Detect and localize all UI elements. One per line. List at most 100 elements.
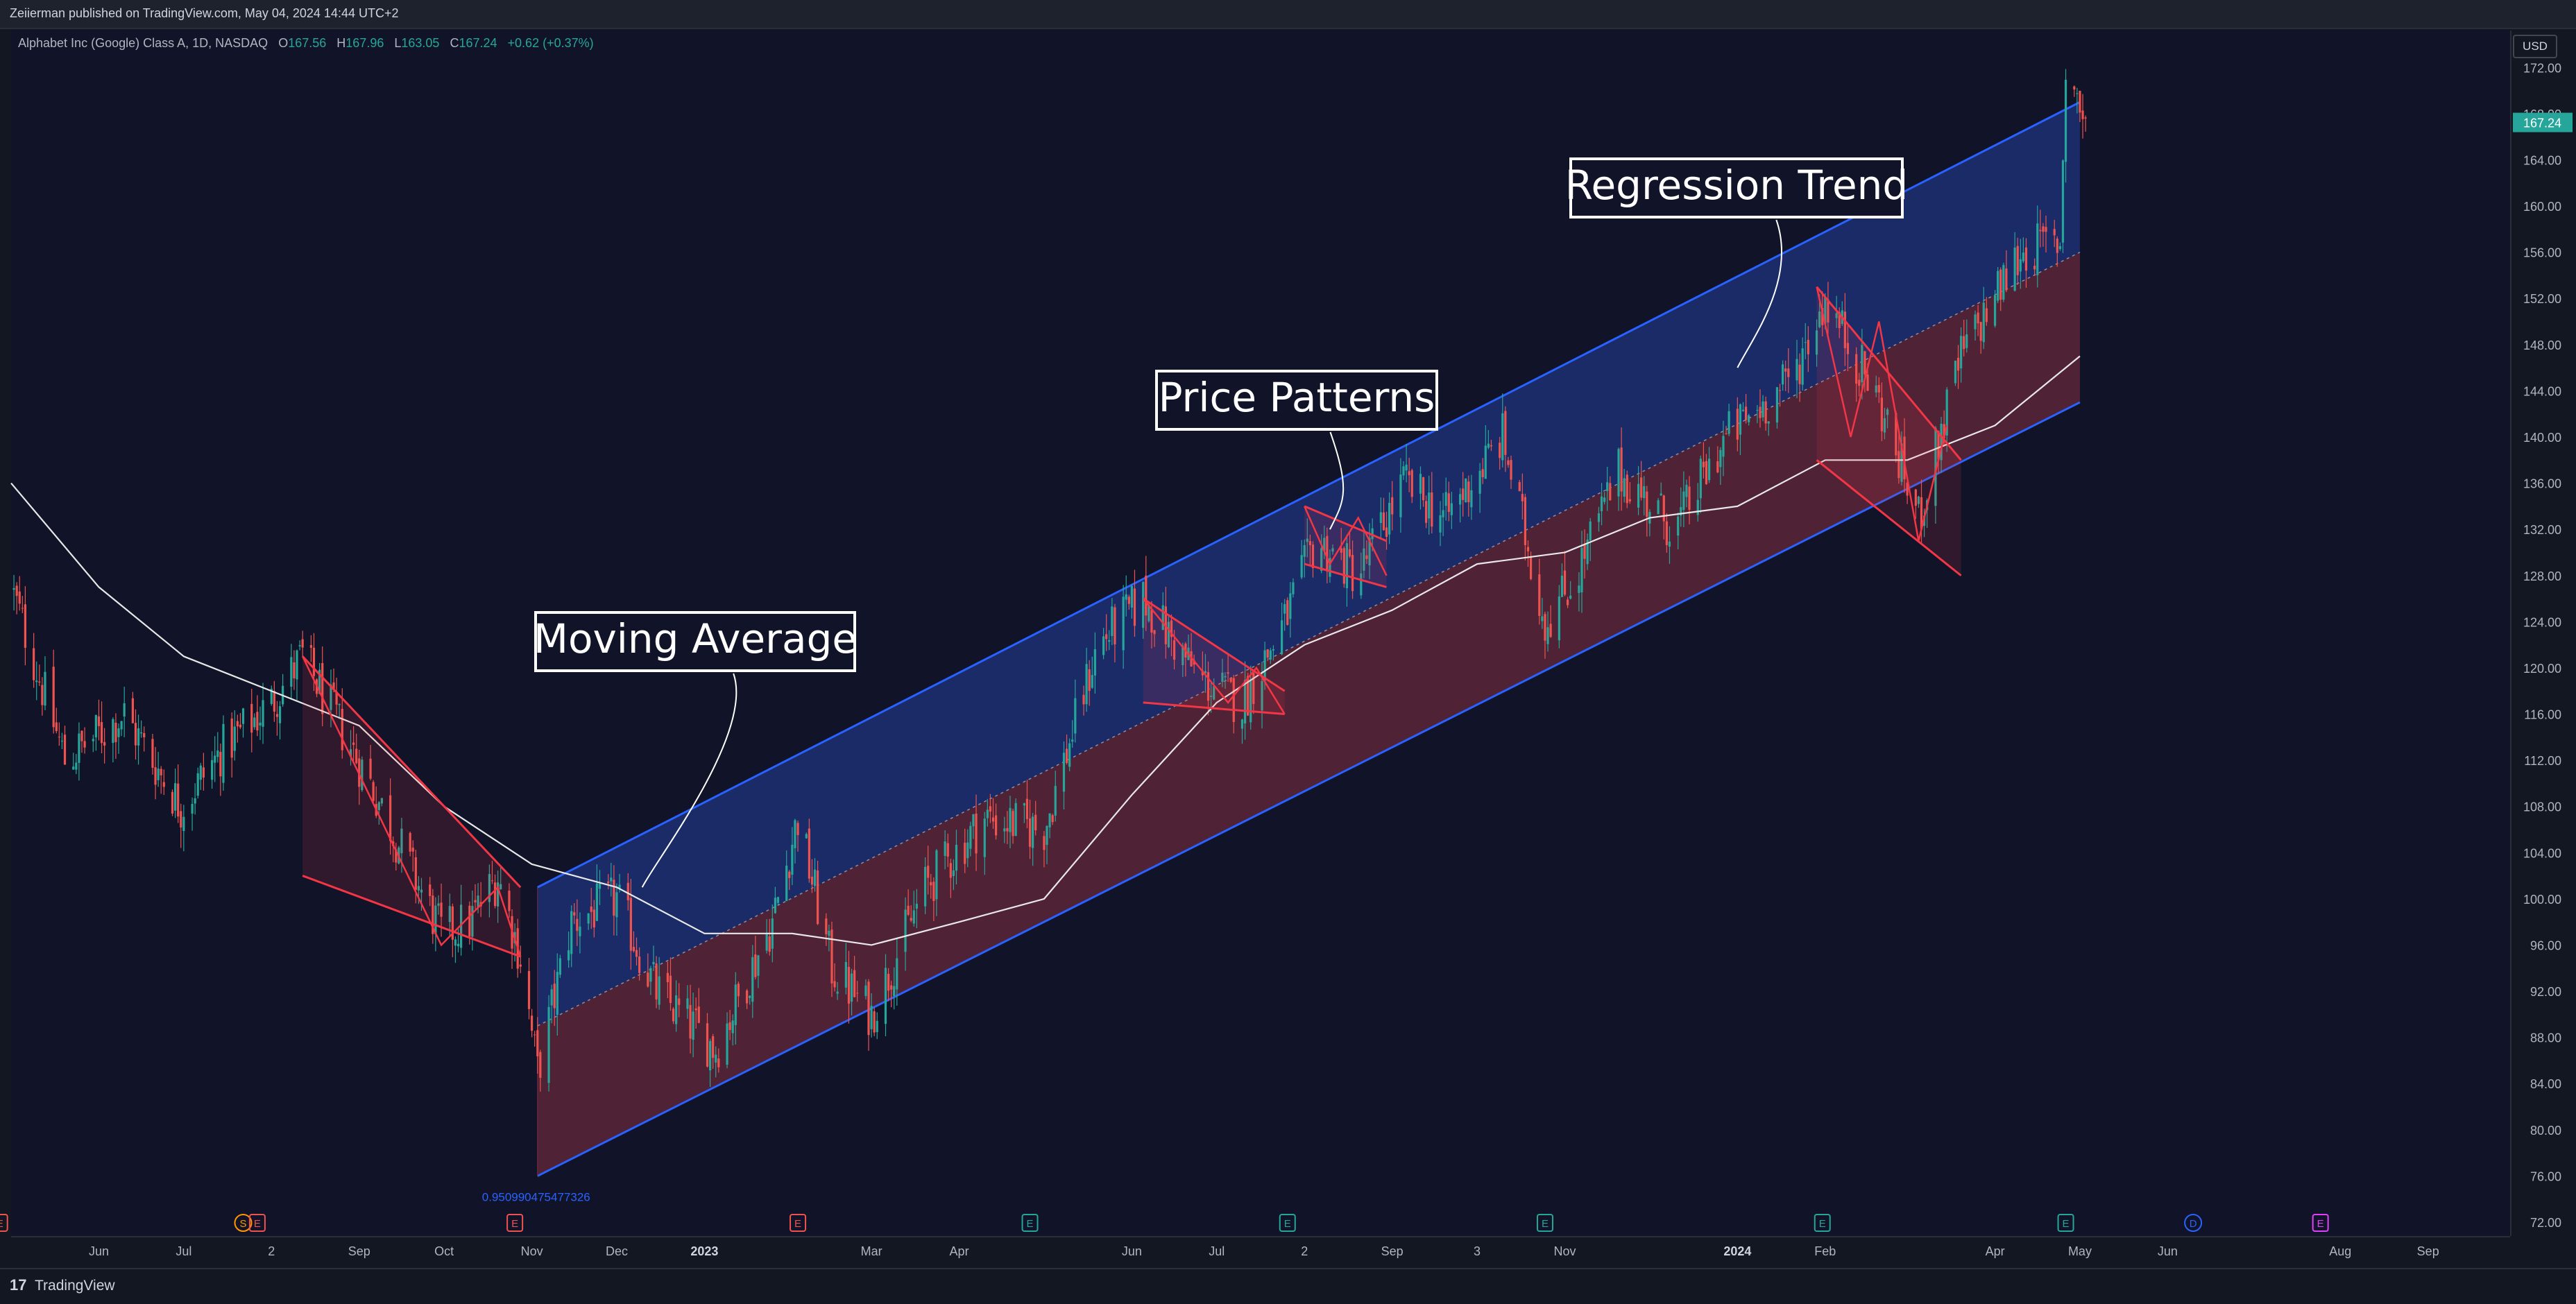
annotation-pointer: [1329, 431, 1345, 530]
pattern-fill: [1143, 599, 1285, 714]
currency-button[interactable]: USD: [2513, 35, 2557, 58]
candle-body: [1685, 485, 1688, 497]
candle-body: [610, 877, 613, 882]
candle-body: [1405, 464, 1408, 471]
candle-body: [112, 719, 114, 744]
candle-body: [182, 816, 185, 832]
candle-body: [1784, 368, 1787, 372]
candle-body: [1945, 389, 1948, 436]
candle-body: [1170, 620, 1173, 637]
candle-body: [626, 882, 629, 900]
candle-body: [1815, 330, 1818, 355]
candle-body: [24, 604, 26, 648]
candle-body: [692, 1011, 694, 1040]
pattern-fill: [1816, 286, 1961, 576]
x-tick-label: Dec: [606, 1244, 628, 1258]
candle-body: [1843, 311, 1846, 348]
candle-body: [1074, 698, 1077, 734]
candle-body: [1034, 814, 1037, 831]
tradingview-logo-icon[interactable]: 17: [10, 1276, 27, 1294]
event-marker: [1021, 1214, 1039, 1232]
candle-body: [1759, 406, 1762, 418]
channel-mid-line: [537, 251, 2081, 1027]
candle-body: [810, 876, 814, 885]
pattern-zigzag: [1816, 286, 1948, 542]
candle-body: [451, 906, 454, 940]
candle-body: [1232, 678, 1235, 722]
candle-body: [259, 722, 262, 726]
candle-body: [1538, 574, 1541, 616]
annotation-box: [1155, 370, 1438, 431]
candle-body: [1954, 360, 1957, 384]
candle-body: [1224, 676, 1227, 678]
price-axis[interactable]: [2510, 31, 2576, 1236]
time-axis[interactable]: [11, 1236, 2510, 1269]
candle-body: [618, 884, 621, 889]
candle-body: [955, 844, 958, 871]
y-tick-label: 112.00: [2524, 754, 2561, 768]
candle-body: [1883, 418, 1886, 433]
candle-body: [454, 939, 457, 946]
candle-body: [262, 700, 264, 727]
candle-body: [757, 955, 760, 976]
candle-body: [78, 733, 80, 763]
candle-body: [927, 866, 930, 878]
candle-body: [966, 842, 969, 859]
candle-body: [1798, 364, 1801, 384]
candle-body: [35, 680, 38, 683]
candle-body: [912, 910, 915, 924]
candle-body: [1589, 521, 1592, 541]
candle-body: [1567, 599, 1569, 606]
candle-body: [972, 814, 975, 827]
candle-body: [1688, 486, 1691, 510]
candle-body: [180, 811, 182, 828]
candle-body: [173, 783, 177, 811]
candle-body: [896, 958, 898, 990]
candle-body: [785, 866, 788, 902]
candle-body: [746, 990, 749, 1004]
candle-body: [1399, 474, 1402, 517]
candle-body: [214, 755, 216, 763]
candle-body: [1444, 492, 1447, 506]
candle-body: [1269, 650, 1272, 660]
candle-body: [1560, 575, 1564, 597]
candle-body: [1145, 575, 1148, 616]
candle-body: [1462, 488, 1465, 500]
candle-body: [587, 913, 590, 924]
candle-body: [1371, 528, 1374, 540]
candle-body: [853, 970, 856, 997]
y-tick-label: 96.00: [2530, 938, 2561, 952]
annotation-text: Moving Average: [534, 615, 857, 662]
x-tick-label: Sep: [348, 1244, 370, 1258]
footer-brand[interactable]: TradingView: [35, 1278, 115, 1294]
event-label: E: [254, 1218, 261, 1230]
candle-body: [1068, 743, 1071, 767]
candle-body: [2013, 248, 2016, 291]
candle-body: [712, 1036, 715, 1058]
candle-body: [296, 650, 298, 680]
event-label: E: [1542, 1218, 1549, 1230]
pattern-trendline: [302, 655, 522, 889]
candle-body: [2084, 117, 2087, 119]
candle-body: [1379, 512, 1382, 523]
candle-body: [1210, 695, 1213, 697]
last-price-badge: [2513, 112, 2573, 132]
symbol-legend[interactable]: Alphabet Inc (Google) Class A, 1D, NASDA…: [18, 36, 594, 51]
candle-body: [666, 972, 669, 982]
candle-body: [1705, 461, 1708, 484]
candle-body: [100, 722, 103, 744]
moving-average-line: [10, 355, 2081, 946]
candle-body: [171, 791, 174, 814]
candle-body: [715, 1054, 717, 1063]
candle-body: [952, 870, 955, 877]
y-tick-label: 152.00: [2523, 292, 2561, 306]
candle-body: [635, 950, 638, 957]
event-marker: [1814, 1214, 1831, 1232]
candle-body: [1660, 493, 1662, 496]
y-tick-label: 136.00: [2523, 477, 2561, 491]
candle-body: [1148, 604, 1150, 621]
candle-body: [607, 881, 610, 884]
candle-body: [1937, 431, 1940, 460]
candle-body: [1320, 548, 1323, 572]
candle-body: [471, 906, 474, 937]
